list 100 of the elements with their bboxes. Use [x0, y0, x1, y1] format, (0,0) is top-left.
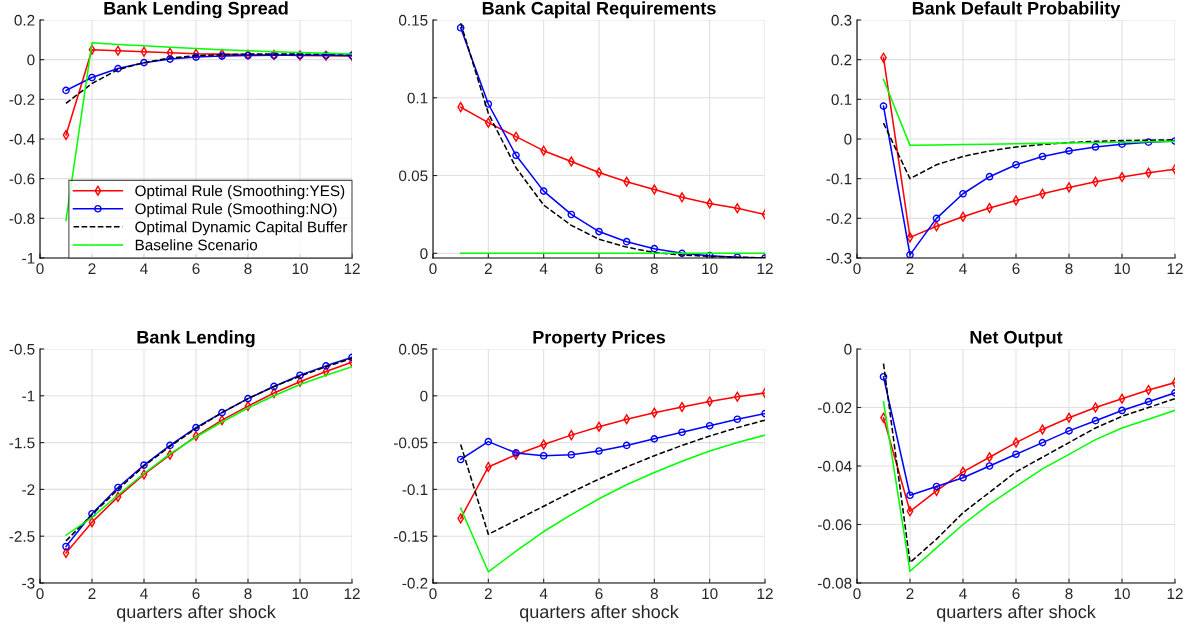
x-tick-label: 0 [36, 588, 44, 600]
point [114, 483, 122, 492]
point [322, 366, 330, 377]
point [114, 45, 122, 56]
y-tick-label: -0.1 [402, 484, 428, 496]
point [706, 198, 714, 209]
point [567, 450, 576, 459]
point [879, 372, 888, 381]
legend-label: Optimal Dynamic Capital Buffer [135, 221, 348, 236]
y-tick-label: -0.02 [818, 402, 852, 414]
point [1118, 393, 1126, 404]
x-tick-label: 10 [1114, 263, 1130, 275]
x-tick-label: 10 [702, 588, 718, 600]
point [1012, 160, 1020, 169]
x-tick-label: 8 [650, 263, 658, 275]
point [539, 451, 548, 460]
point [540, 439, 548, 450]
y-tick-label: 0 [27, 54, 35, 66]
y-tick-label: -0.5 [9, 343, 35, 355]
x-tick-label: 2 [906, 263, 914, 274]
point [595, 167, 603, 178]
point [140, 469, 148, 480]
point [1012, 450, 1020, 459]
x-tick-label: 4 [959, 263, 967, 274]
point [678, 428, 686, 437]
point [218, 52, 226, 60]
point [959, 466, 967, 477]
point [88, 517, 96, 528]
point [623, 414, 631, 425]
point [706, 396, 714, 407]
x-tick-label: 8 [650, 588, 658, 600]
y-tick-label: -0.2 [402, 577, 428, 589]
x-tick-label: 8 [1065, 588, 1073, 600]
point [1065, 182, 1073, 193]
point [1118, 406, 1126, 415]
point [567, 210, 576, 219]
point [959, 211, 967, 222]
point [650, 184, 658, 195]
point [733, 391, 741, 402]
y-tick-label: -0.4 [9, 133, 35, 145]
point [218, 408, 226, 417]
point [457, 513, 465, 524]
x-tick-label: 10 [1114, 588, 1130, 600]
x-tick-label: 4 [959, 588, 967, 599]
y-tick-label: 0.2 [14, 14, 35, 26]
x-tick-label: 0 [429, 588, 437, 600]
x-tick-label: 6 [1012, 588, 1020, 600]
point [1144, 138, 1153, 146]
point [296, 371, 304, 380]
y-tick-label: 0.15 [399, 14, 428, 26]
y-tick-label: 0 [844, 133, 852, 145]
legend-label: Optimal Rule (Smoothing:NO) [135, 203, 337, 218]
point [650, 407, 658, 418]
point [192, 48, 200, 59]
y-tick-label: -1 [22, 390, 35, 402]
point [140, 461, 148, 469]
y-tick-label: 0.2 [831, 54, 852, 66]
point [484, 437, 493, 446]
point [567, 156, 575, 167]
point [166, 47, 174, 58]
point [270, 382, 278, 391]
x-tick-label: 4 [539, 588, 548, 599]
point [192, 423, 200, 432]
x-tick-label: 6 [595, 588, 603, 600]
x-tick-label: 2 [906, 588, 914, 599]
x-tick-label: 4 [539, 263, 548, 274]
x-axis-title: quarters after shock [116, 604, 276, 622]
x-axis-title: quarters after shock [936, 604, 1096, 622]
point [932, 482, 941, 491]
x-tick-label: 0 [36, 263, 44, 275]
point [1012, 195, 1020, 206]
point [650, 435, 659, 443]
y-tick-label: -0.06 [818, 519, 852, 531]
chart-title: Bank Lending [137, 330, 255, 348]
x-axis-title: quarters after shock [519, 604, 679, 622]
point [484, 100, 493, 108]
point [985, 462, 994, 470]
point [733, 203, 741, 214]
point [484, 117, 492, 128]
point [1091, 143, 1100, 151]
point [678, 249, 686, 258]
x-tick-label: 4 [140, 588, 148, 599]
line-series [459, 434, 765, 573]
point [166, 441, 174, 450]
point [906, 506, 914, 517]
x-tick-label: 4 [140, 263, 148, 274]
point [322, 362, 330, 370]
point [192, 53, 200, 61]
x-tick-label: 2 [484, 588, 492, 599]
y-tick-label: -0.3 [826, 252, 852, 264]
line-series [882, 362, 1175, 564]
y-tick-label: -0.05 [394, 437, 428, 449]
x-tick-label: 8 [244, 588, 252, 600]
x-tick-label: 6 [1012, 263, 1020, 275]
point [1118, 140, 1126, 148]
point [932, 214, 941, 223]
point [540, 145, 548, 156]
point [678, 192, 686, 203]
point [88, 509, 96, 518]
point [1065, 412, 1073, 423]
